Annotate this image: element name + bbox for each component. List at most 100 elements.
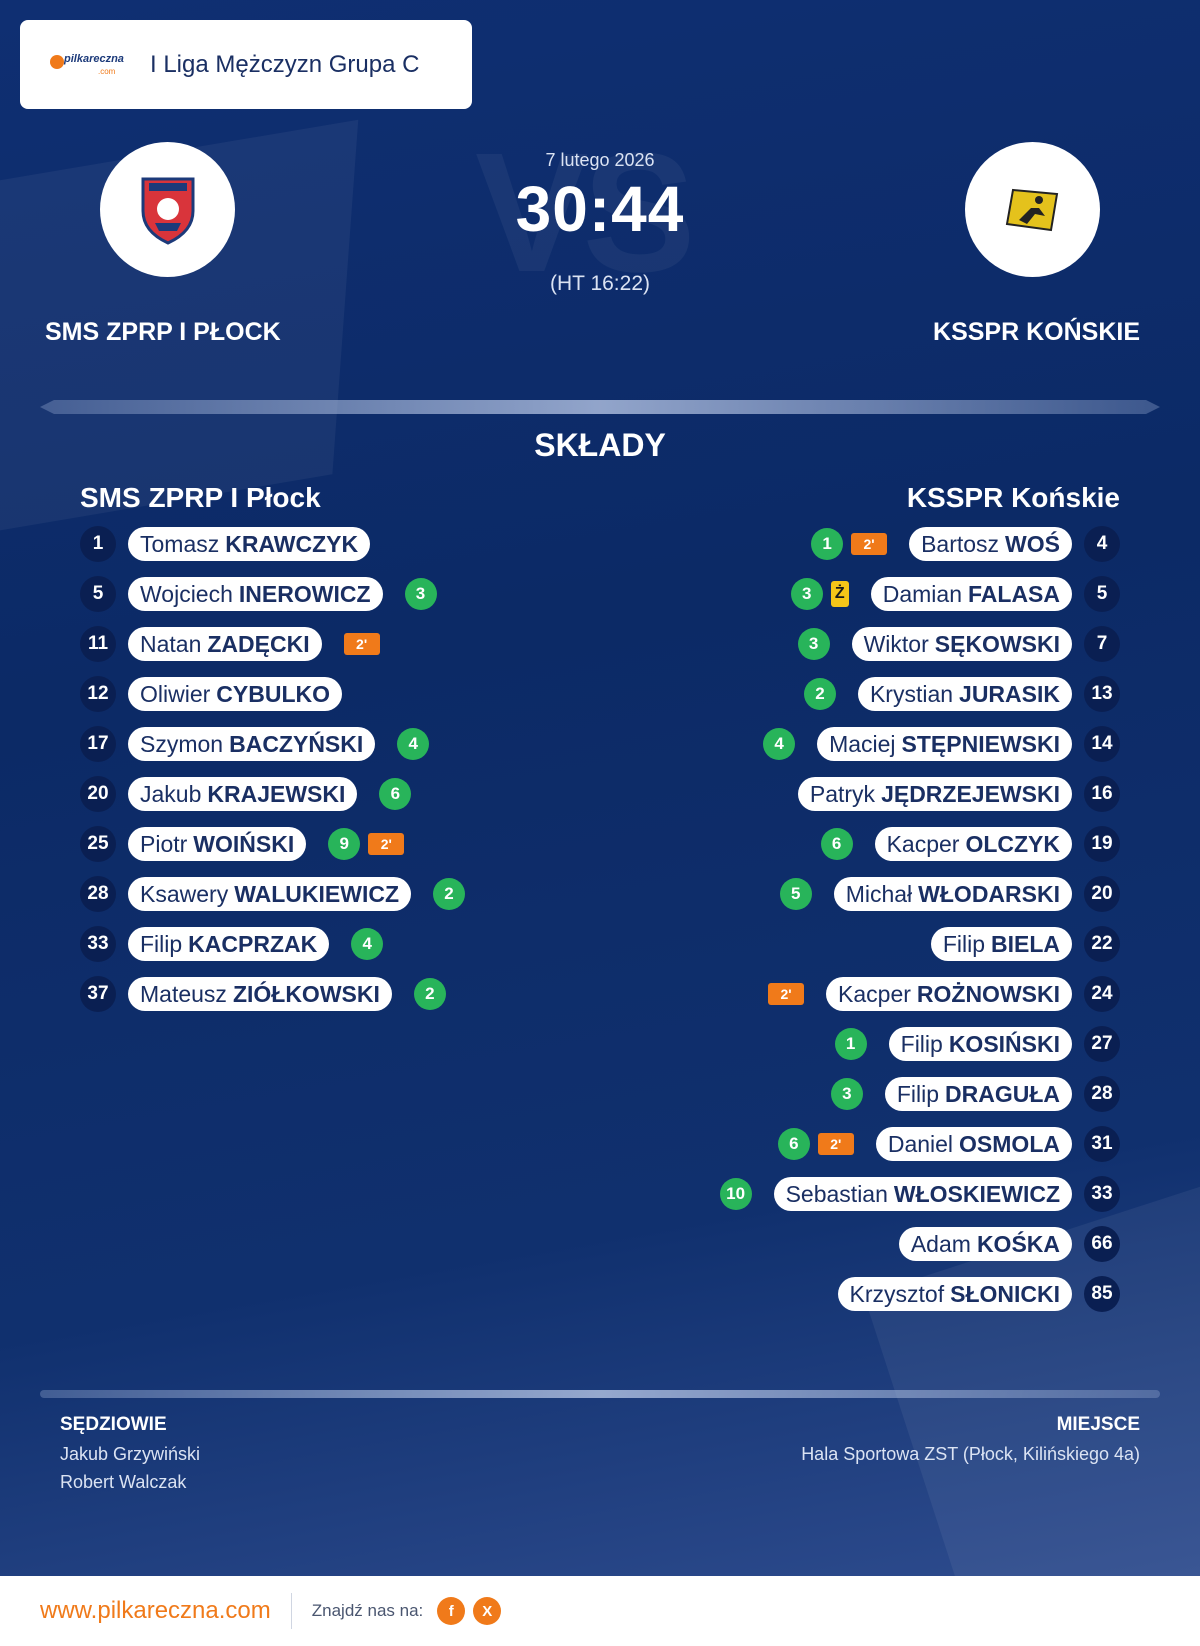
player-name-pill[interactable]: Adam KOŚKA (898, 1227, 1072, 1261)
player-last-name: SŁONICKI (950, 1280, 1060, 1307)
player-name-pill[interactable]: Damian FALASA (870, 577, 1072, 611)
player-last-name: STĘPNIEWSKI (901, 730, 1060, 757)
player-name-pill[interactable]: Krystian JURASIK (857, 677, 1072, 711)
player-row: 3 Ż Damian FALASA 5 (790, 576, 1120, 612)
player-badges: 10 (719, 1178, 752, 1210)
player-name-pill[interactable]: Natan ZADĘCKI (128, 627, 322, 661)
official-name: Robert Walczak (60, 1472, 187, 1492)
player-number: 25 (80, 826, 116, 862)
player-row: 1 2' Bartosz WOŚ 4 (811, 526, 1120, 562)
player-badges: 1 (834, 1028, 867, 1060)
player-row: 37 Mateusz ZIÓŁKOWSKI 2 (80, 976, 446, 1012)
player-badges: 2' (768, 983, 805, 1005)
player-number: 28 (80, 876, 116, 912)
player-row: 6 2' Daniel OSMOLA 31 (777, 1126, 1120, 1162)
official-name: Jakub Grzywiński (60, 1444, 201, 1464)
player-number: 37 (80, 976, 116, 1012)
player-last-name: FALASA (968, 580, 1060, 607)
player-number: 14 (1084, 726, 1120, 762)
venue-title: MIEJSCE (1056, 1414, 1140, 1435)
player-name-pill[interactable]: Filip KOSIŃSKI (888, 1027, 1072, 1061)
home-lineup-title: SMS ZPRP I Płock (80, 482, 321, 513)
player-name-pill[interactable]: Krzysztof SŁONICKI (837, 1277, 1072, 1311)
player-number: 20 (1084, 876, 1120, 912)
suspension-badge: 2' (368, 833, 405, 855)
header-card: pilkareczna .com I Liga Mężczyzn Grupa C (20, 20, 472, 109)
goals-badge: 6 (820, 828, 853, 860)
player-badges: 3 (830, 1078, 863, 1110)
player-first-name: Ksawery (140, 880, 229, 907)
player-last-name: BIELA (991, 930, 1060, 957)
player-number: 7 (1084, 626, 1120, 662)
player-row: Patryk JĘDRZEJEWSKI 16 (797, 776, 1120, 812)
player-last-name: KRAWCZYK (225, 530, 359, 557)
facebook-icon[interactable]: f (437, 1597, 466, 1625)
player-row: Adam KOŚKA 66 (898, 1226, 1120, 1262)
goals-badge: 4 (351, 928, 384, 960)
goals-badge: 3 (790, 578, 823, 610)
ball-icon (50, 54, 64, 69)
player-number: 5 (80, 576, 116, 612)
player-first-name: Mateusz (140, 980, 227, 1007)
player-row: 33 Filip KACPRZAK 4 (80, 926, 384, 962)
site-link[interactable]: www.pilkareczna.com (40, 1597, 271, 1624)
player-name-pill[interactable]: Kacper ROŻNOWSKI (826, 977, 1072, 1011)
player-name-pill[interactable]: Sebastian WŁOSKIEWICZ (773, 1177, 1072, 1211)
player-name-pill[interactable]: Oliwier CYBULKO (128, 677, 343, 711)
player-name-pill[interactable]: Filip KACPRZAK (128, 927, 330, 961)
player-name-pill[interactable]: Wojciech INEROWICZ (128, 577, 383, 611)
pilkareczna-logo[interactable]: pilkareczna .com (50, 45, 140, 85)
player-name-pill[interactable]: Mateusz ZIÓŁKOWSKI (128, 977, 392, 1011)
player-last-name: OLCZYK (965, 830, 1060, 857)
player-badges: 6 2' (777, 1128, 854, 1160)
player-first-name: Kacper (886, 830, 960, 857)
player-name-pill[interactable]: Kacper OLCZYK (874, 827, 1072, 861)
goals-badge: 5 (779, 878, 812, 910)
player-number: 12 (80, 676, 116, 712)
player-number: 17 (80, 726, 116, 762)
player-badges: 1 2' (811, 528, 888, 560)
player-name-pill[interactable]: Patryk JĘDRZEJEWSKI (797, 777, 1072, 811)
player-name-pill[interactable]: Daniel OSMOLA (875, 1127, 1072, 1161)
player-number: 33 (1084, 1176, 1120, 1212)
player-name-pill[interactable]: Wiktor SĘKOWSKI (851, 627, 1072, 661)
goals-badge: 6 (379, 778, 412, 810)
player-name-pill[interactable]: Bartosz WOŚ (909, 527, 1072, 561)
player-first-name: Michał (845, 880, 913, 907)
player-number: 28 (1084, 1076, 1120, 1112)
player-name-pill[interactable]: Szymon BACZYŃSKI (128, 727, 376, 761)
player-name-pill[interactable]: Michał WŁODARSKI (833, 877, 1072, 911)
player-last-name: WOŚ (1005, 530, 1060, 557)
player-last-name: KACPRZAK (188, 930, 318, 957)
divider (40, 1390, 1160, 1398)
player-number: 33 (80, 926, 116, 962)
player-name-pill[interactable]: Tomasz KRAWCZYK (128, 527, 371, 561)
player-row: Filip BIELA 22 (930, 926, 1120, 962)
x-icon[interactable]: X (473, 1597, 502, 1625)
player-first-name: Jakub (140, 780, 202, 807)
player-number: 85 (1084, 1276, 1120, 1312)
player-name-pill[interactable]: Piotr WOIŃSKI (128, 827, 307, 861)
player-name-pill[interactable]: Filip BIELA (930, 927, 1072, 961)
goals-badge: 10 (719, 1178, 752, 1210)
player-last-name: SĘKOWSKI (934, 630, 1060, 657)
player-first-name: Bartosz (921, 530, 1000, 557)
player-first-name: Adam (910, 1230, 971, 1257)
goals-badge: 2 (433, 878, 466, 910)
venue-name: Hala Sportowa ZST (Płock, Kilińskiego 4a… (801, 1444, 1140, 1464)
goals-badge: 6 (777, 1128, 810, 1160)
player-last-name: KOSIŃSKI (948, 1030, 1060, 1057)
goals-badge: 1 (834, 1028, 867, 1060)
player-name-pill[interactable]: Maciej STĘPNIEWSKI (817, 727, 1072, 761)
goals-badge: 2 (413, 978, 446, 1010)
player-name-pill[interactable]: Filip DRAGUŁA (884, 1077, 1072, 1111)
player-name-pill[interactable]: Jakub KRAJEWSKI (128, 777, 358, 811)
suspension-badge: 2' (851, 533, 888, 555)
match-date: 7 lutego 2026 (545, 150, 655, 170)
player-number: 4 (1084, 526, 1120, 562)
player-last-name: ROŻNOWSKI (916, 980, 1060, 1007)
goals-badge: 2 (803, 678, 836, 710)
footer: www.pilkareczna.com Znajdź nas na: f X (0, 1576, 1200, 1646)
player-name-pill[interactable]: Ksawery WALUKIEWICZ (128, 877, 412, 911)
player-first-name: Tomasz (140, 530, 220, 557)
